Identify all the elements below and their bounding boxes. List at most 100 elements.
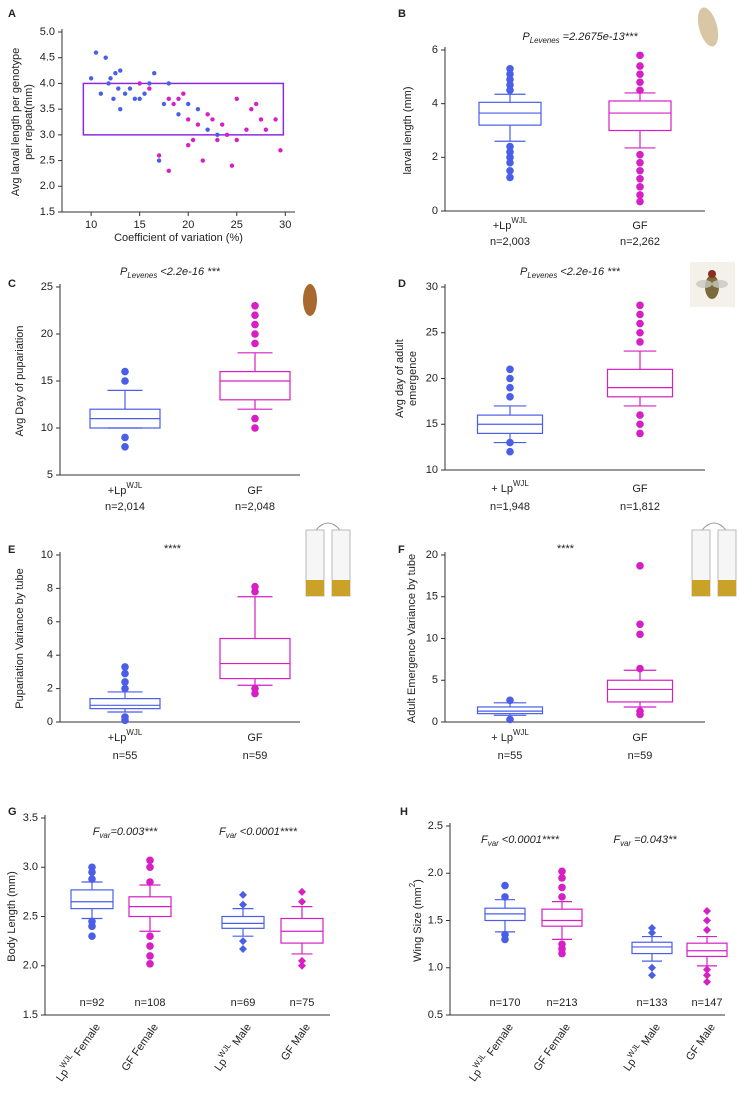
y-tick-label: 2 xyxy=(47,683,53,695)
x-tick-label: 30 xyxy=(279,219,291,231)
outlier xyxy=(636,70,644,78)
x-tick-label-part: GF Male xyxy=(684,1022,718,1063)
y-tick-label: 1.5 xyxy=(23,1009,38,1021)
annotation-part: P xyxy=(120,266,128,278)
y-axis-label: Pupariation Variance by tube xyxy=(14,568,26,708)
y-axis-label-part: 2 xyxy=(408,883,417,887)
n-label: n=2,014 xyxy=(105,501,145,513)
box xyxy=(478,101,542,126)
x-tick-label: LpWJL Male xyxy=(618,1019,662,1073)
y-tick-label: 2.0 xyxy=(428,867,443,879)
outlier xyxy=(506,393,514,401)
point xyxy=(205,112,210,117)
point xyxy=(258,117,264,122)
x-tick-label: +LpWJL xyxy=(493,216,528,232)
annotation-part: var xyxy=(99,831,110,840)
panel-letter: C xyxy=(8,278,16,290)
y-tick-label: 4 xyxy=(47,649,53,661)
annotation-part: <0.0001**** xyxy=(499,834,560,846)
point xyxy=(263,127,269,132)
outlier xyxy=(636,86,644,95)
outlier xyxy=(298,956,306,965)
outlier xyxy=(121,377,129,385)
annotation-part: =2.2675e-13*** xyxy=(560,31,639,43)
y-tick-label: 30 xyxy=(426,281,438,293)
point xyxy=(147,86,152,91)
pupa-icon xyxy=(303,284,317,316)
outlier xyxy=(121,663,129,671)
panel-letter: H xyxy=(400,806,408,818)
y-tick-label: 25 xyxy=(41,281,53,293)
n-label: n=2,048 xyxy=(235,501,275,513)
point xyxy=(118,68,123,73)
outlier xyxy=(506,81,514,89)
outlier xyxy=(703,916,711,925)
y-tick-label: 1.0 xyxy=(428,962,443,974)
point xyxy=(205,127,210,132)
x-tick-label: LpWJL Male xyxy=(209,1019,253,1073)
y-tick-label: 4 xyxy=(432,98,438,110)
outlier xyxy=(636,707,644,715)
point xyxy=(108,76,113,81)
panel-letter: B xyxy=(398,8,406,20)
n-label: n=170 xyxy=(490,997,521,1009)
outlier xyxy=(636,62,644,70)
outlier xyxy=(506,173,514,182)
annotation: PLevenes <2.2e-16 *** xyxy=(520,266,621,280)
y-axis-label: larval length (mm) xyxy=(402,86,414,174)
y-axis-label: Body Length (mm) xyxy=(6,871,18,961)
annotation: Fvar =0.043** xyxy=(613,834,677,848)
x-tick-label: +LpWJL xyxy=(108,728,143,744)
x-axis-label: Coefficient of variation (%) xyxy=(114,232,243,244)
outlier xyxy=(636,191,644,199)
y-tick-label: 0 xyxy=(432,205,438,217)
point xyxy=(215,132,220,138)
point xyxy=(166,81,171,86)
annotation: Fvar <0.0001**** xyxy=(219,826,298,840)
y-tick-label: 2.5 xyxy=(23,910,38,922)
point xyxy=(161,101,167,107)
x-tick-label: +LpWJL xyxy=(108,481,143,497)
annotation-part: Levenes xyxy=(530,36,560,45)
panel-letter: A xyxy=(8,8,16,20)
outlier xyxy=(648,924,656,933)
y-tick-label: 20 xyxy=(426,372,438,384)
annotation-part: P xyxy=(522,31,530,43)
y-tick-label: 25 xyxy=(426,327,438,339)
point xyxy=(176,112,181,117)
x-tick-label: GF xyxy=(247,732,263,744)
box xyxy=(608,100,672,132)
annotation-part: F xyxy=(481,834,489,846)
annotation-part: var xyxy=(488,839,499,848)
n-label: n=2,262 xyxy=(620,236,660,248)
y-tick-label: 4.0 xyxy=(40,77,55,89)
y-axis-label: Avg day of adult xyxy=(394,339,406,418)
y-tick-label: 6 xyxy=(432,44,438,56)
y-tick-label: 3.5 xyxy=(40,103,55,115)
y-tick-label: 20 xyxy=(426,549,438,561)
y-axis-label-part: ) xyxy=(412,879,424,883)
y-tick-label: 2.0 xyxy=(40,180,55,192)
n-label: n=108 xyxy=(135,997,166,1009)
x-tick-label-part: GF Female xyxy=(119,1022,160,1074)
annotation-part: <2.2e-16 *** xyxy=(557,266,620,278)
outlier xyxy=(506,86,514,95)
y-tick-label: 1.5 xyxy=(428,914,443,926)
point xyxy=(210,117,215,122)
x-tick-label-part: GF xyxy=(632,732,648,744)
box xyxy=(541,908,583,927)
point xyxy=(219,122,225,127)
outlier xyxy=(121,443,129,451)
point xyxy=(200,158,205,163)
n-label: n=1,812 xyxy=(620,501,660,513)
x-tick-label-part: GF Female xyxy=(531,1022,572,1074)
n-label: n=69 xyxy=(231,997,256,1009)
y-tick-label: 15 xyxy=(41,375,53,387)
annotation: **** xyxy=(556,543,574,555)
annotation-part: F xyxy=(613,834,621,846)
outlier xyxy=(251,311,259,320)
panel-letter: E xyxy=(8,544,15,556)
outlier xyxy=(636,562,644,570)
y-tick-label: 0 xyxy=(432,716,438,728)
highlight-region xyxy=(82,82,285,136)
